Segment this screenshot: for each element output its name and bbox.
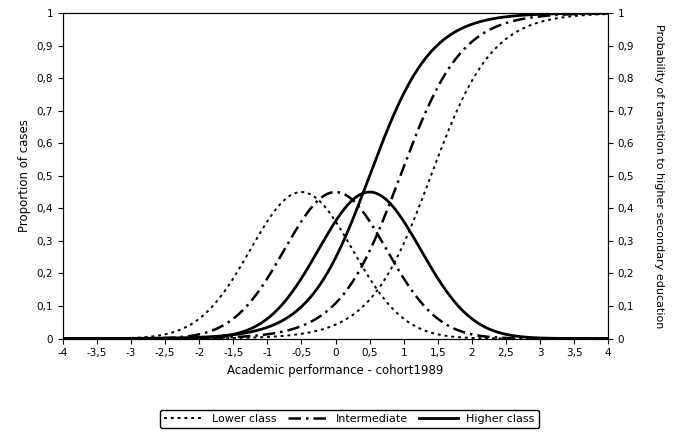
Legend: Lower class, Intermediate, Higher class: Lower class, Intermediate, Higher class [160, 410, 539, 428]
Y-axis label: Proportion of cases: Proportion of cases [18, 119, 31, 232]
Y-axis label: Probability of transition to higher secondary education: Probability of transition to higher seco… [654, 23, 664, 328]
X-axis label: Academic performance - cohort1989: Academic performance - cohort1989 [227, 364, 444, 377]
